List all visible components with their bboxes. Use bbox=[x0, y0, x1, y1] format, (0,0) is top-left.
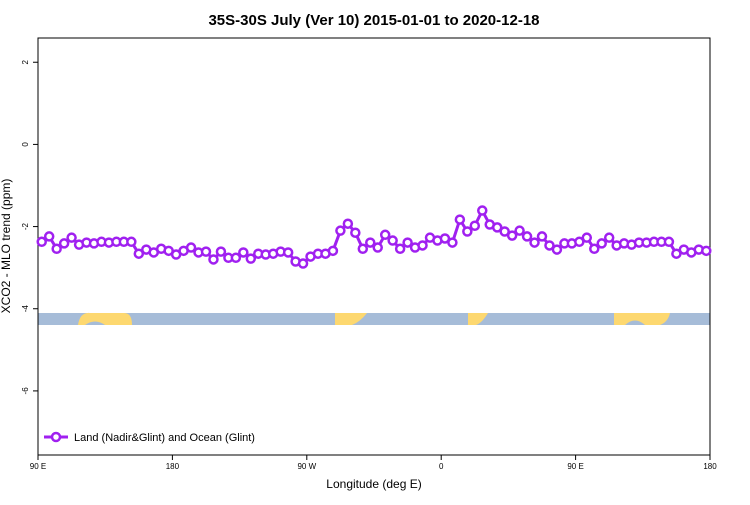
point bbox=[372, 242, 383, 253]
x-tick-label: 180 bbox=[703, 462, 717, 471]
y-tick-label: -2 bbox=[21, 222, 30, 230]
point bbox=[185, 242, 197, 253]
x-tick-label: 90 W bbox=[297, 462, 316, 471]
point bbox=[514, 225, 525, 236]
y-tick-label: 2 bbox=[21, 59, 30, 64]
point bbox=[36, 236, 47, 248]
point bbox=[365, 237, 376, 248]
point bbox=[126, 236, 137, 248]
point bbox=[551, 244, 563, 255]
point bbox=[581, 232, 593, 243]
point bbox=[43, 231, 55, 242]
legend-marker bbox=[50, 431, 62, 443]
point bbox=[282, 247, 294, 258]
point bbox=[671, 248, 682, 259]
point bbox=[663, 236, 675, 248]
point bbox=[596, 238, 607, 249]
point bbox=[342, 218, 354, 229]
point bbox=[357, 243, 369, 255]
y-tick-label: -6 bbox=[21, 387, 30, 395]
point bbox=[469, 220, 481, 232]
point bbox=[394, 243, 406, 255]
point bbox=[506, 230, 518, 241]
point bbox=[208, 254, 219, 265]
point bbox=[215, 246, 227, 257]
y-tick-label: -4 bbox=[21, 305, 30, 313]
legend-label: Land (Nadir&Glint) and Ocean (Glint) bbox=[74, 432, 255, 444]
point bbox=[447, 237, 458, 248]
y-axis-label: XCO2 - MLO trend (ppm) bbox=[0, 179, 13, 314]
point bbox=[529, 237, 540, 248]
point bbox=[536, 231, 548, 242]
point bbox=[133, 248, 145, 259]
point bbox=[200, 246, 212, 257]
x-axis-label: Longitude (deg E) bbox=[326, 477, 421, 491]
point bbox=[245, 253, 257, 264]
chart-title: 35S-30S July (Ver 10) 2015-01-01 to 2020… bbox=[208, 12, 539, 29]
x-tick-label: 0 bbox=[439, 462, 444, 471]
x-tick-label: 90 E bbox=[567, 462, 583, 471]
point bbox=[454, 214, 466, 225]
point bbox=[66, 232, 77, 243]
point bbox=[335, 225, 346, 236]
point bbox=[439, 233, 451, 244]
point bbox=[589, 243, 600, 255]
point bbox=[491, 222, 503, 233]
point bbox=[499, 226, 510, 237]
point bbox=[51, 243, 62, 255]
point bbox=[350, 227, 361, 238]
point bbox=[701, 245, 712, 257]
point bbox=[230, 252, 242, 264]
point bbox=[238, 247, 249, 258]
x-tick-label: 90 E bbox=[30, 462, 46, 471]
point bbox=[402, 237, 413, 248]
point bbox=[417, 240, 428, 251]
x-tick-label: 180 bbox=[166, 462, 180, 471]
land-ocean-strip bbox=[38, 312, 710, 325]
point bbox=[387, 235, 398, 246]
point bbox=[574, 236, 585, 248]
point bbox=[477, 205, 488, 216]
plot-frame bbox=[37, 37, 711, 456]
point bbox=[603, 232, 615, 243]
point bbox=[327, 245, 339, 257]
point bbox=[462, 226, 473, 237]
point bbox=[379, 229, 391, 241]
point bbox=[297, 258, 309, 269]
point bbox=[521, 231, 533, 242]
point bbox=[544, 240, 555, 251]
y-tick-label: 0 bbox=[21, 142, 30, 147]
point bbox=[58, 238, 70, 249]
